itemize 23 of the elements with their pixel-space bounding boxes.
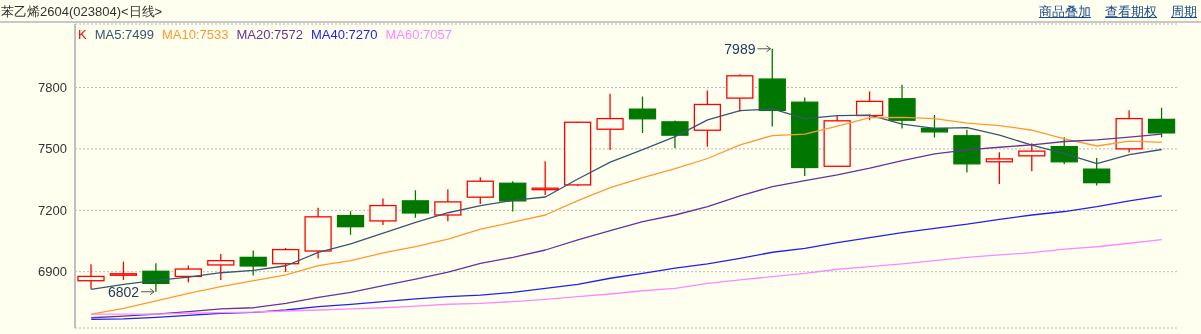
chart-title: 苯乙烯2604(023804)<日线> (1, 3, 163, 21)
text: MA5:7499 (94, 27, 154, 42)
line-series (90, 195, 1163, 321)
text: MA40:7270 (310, 27, 378, 42)
text: MA60:7057 (385, 27, 452, 42)
candlestick (77, 263, 105, 290)
text: 商品叠加 (1039, 3, 1091, 21)
text: K (78, 27, 87, 42)
y-tick-label: 7500 (38, 141, 67, 157)
annotation: 7989 (724, 40, 756, 57)
candlestick (109, 261, 138, 281)
y-tick-label: 7200 (38, 202, 67, 218)
line-series (90, 238, 1163, 315)
candlestick (1018, 142, 1046, 172)
y-tick-label: 7800 (38, 80, 67, 96)
annotation: 6802 (107, 283, 140, 300)
text: 查看期权 (1105, 3, 1157, 21)
y-tick-label: 6900 (38, 264, 67, 280)
text: MA20:7572 (236, 27, 303, 42)
text: 周期 (1171, 3, 1197, 21)
candlestick (985, 151, 1013, 185)
candlestick (207, 253, 235, 281)
text: MA10:7533 (161, 27, 229, 42)
